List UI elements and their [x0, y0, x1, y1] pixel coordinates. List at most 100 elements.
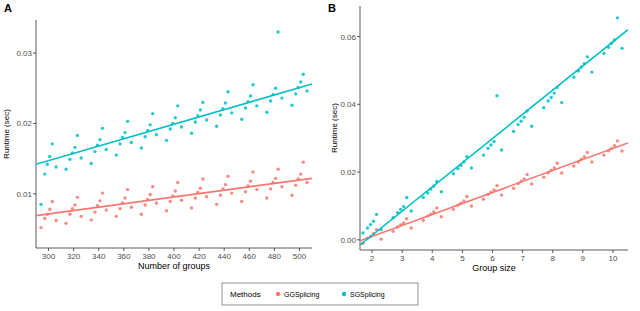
trend-line	[360, 143, 628, 241]
point	[230, 191, 233, 194]
y-tick	[357, 172, 360, 173]
point	[76, 196, 79, 199]
point	[98, 199, 101, 202]
point	[151, 112, 154, 115]
y-tick-label: 0.04	[340, 100, 356, 109]
point	[115, 153, 118, 156]
point	[105, 148, 108, 151]
x-tick-label: 300	[42, 252, 56, 261]
y-axis-line	[36, 20, 37, 248]
legend-label: GGSplicing	[284, 291, 320, 299]
x-tick	[432, 250, 433, 253]
point	[240, 200, 243, 203]
x-tick-label: 4	[430, 254, 435, 263]
point	[76, 134, 79, 137]
y-tick-label: 0.06	[340, 33, 356, 42]
point	[482, 197, 485, 200]
y-tick	[357, 36, 360, 37]
point	[299, 80, 302, 83]
x-tick	[148, 248, 149, 251]
point	[525, 173, 528, 176]
point	[39, 226, 42, 229]
point	[556, 162, 559, 165]
point	[54, 219, 57, 222]
point	[68, 158, 71, 161]
point	[51, 200, 54, 203]
point	[294, 92, 297, 95]
point	[500, 193, 503, 196]
point	[280, 185, 283, 188]
point	[90, 162, 93, 165]
series	[361, 16, 623, 235]
x-tick	[582, 250, 583, 253]
point	[482, 153, 485, 156]
point	[391, 230, 394, 233]
legend-swatch	[342, 292, 346, 296]
x-tick	[612, 250, 613, 253]
x-tick-label: 360	[117, 252, 131, 261]
point	[155, 133, 158, 136]
y-tick	[33, 53, 36, 54]
x-tick	[224, 248, 225, 251]
point	[422, 196, 425, 199]
y-tick	[33, 123, 36, 124]
point	[369, 223, 372, 226]
point	[586, 55, 589, 58]
legend-swatch	[276, 292, 280, 296]
point	[174, 116, 177, 119]
x-tick-label: 500	[293, 252, 307, 261]
point	[435, 206, 438, 209]
point	[590, 70, 593, 73]
point	[305, 181, 308, 184]
point	[440, 215, 443, 218]
x-tick-label: 480	[268, 252, 282, 261]
point	[249, 179, 252, 182]
point	[516, 123, 519, 126]
point	[130, 205, 133, 208]
panel-tag: A	[4, 2, 12, 14]
point	[274, 87, 277, 90]
point	[405, 217, 408, 220]
point	[500, 148, 503, 151]
point	[176, 104, 179, 107]
point	[73, 203, 76, 206]
point	[440, 190, 443, 193]
point	[126, 188, 129, 191]
point	[79, 156, 82, 159]
point	[290, 103, 293, 106]
point	[123, 131, 126, 134]
point	[265, 196, 268, 199]
x-tick-label: 3	[400, 254, 405, 263]
point	[180, 125, 183, 128]
point	[43, 172, 46, 175]
point	[165, 139, 168, 142]
legend-box	[222, 283, 418, 305]
point	[143, 135, 146, 138]
point	[93, 210, 96, 213]
point	[93, 150, 96, 153]
point	[553, 91, 556, 94]
panel: 3003203403603804004204404604805000.010.0…	[2, 2, 312, 271]
point	[48, 208, 51, 211]
x-tick-label: 6	[490, 254, 495, 263]
point	[194, 196, 197, 199]
background	[0, 0, 640, 311]
point	[205, 195, 208, 198]
point	[590, 160, 593, 163]
trend-line	[360, 30, 628, 245]
point	[372, 219, 375, 222]
x-tick	[462, 250, 463, 253]
y-tick-label: 0.01	[16, 190, 32, 199]
point	[495, 184, 498, 187]
series	[39, 30, 308, 206]
x-tick-label: 340	[92, 252, 106, 261]
point	[244, 190, 247, 193]
x-axis-label: Group size	[472, 263, 516, 273]
point	[176, 181, 179, 184]
point	[68, 213, 71, 216]
x-tick	[492, 250, 493, 253]
point	[302, 72, 305, 75]
point	[118, 207, 121, 210]
point	[215, 203, 218, 206]
y-tick-label: 0.02	[340, 168, 356, 177]
